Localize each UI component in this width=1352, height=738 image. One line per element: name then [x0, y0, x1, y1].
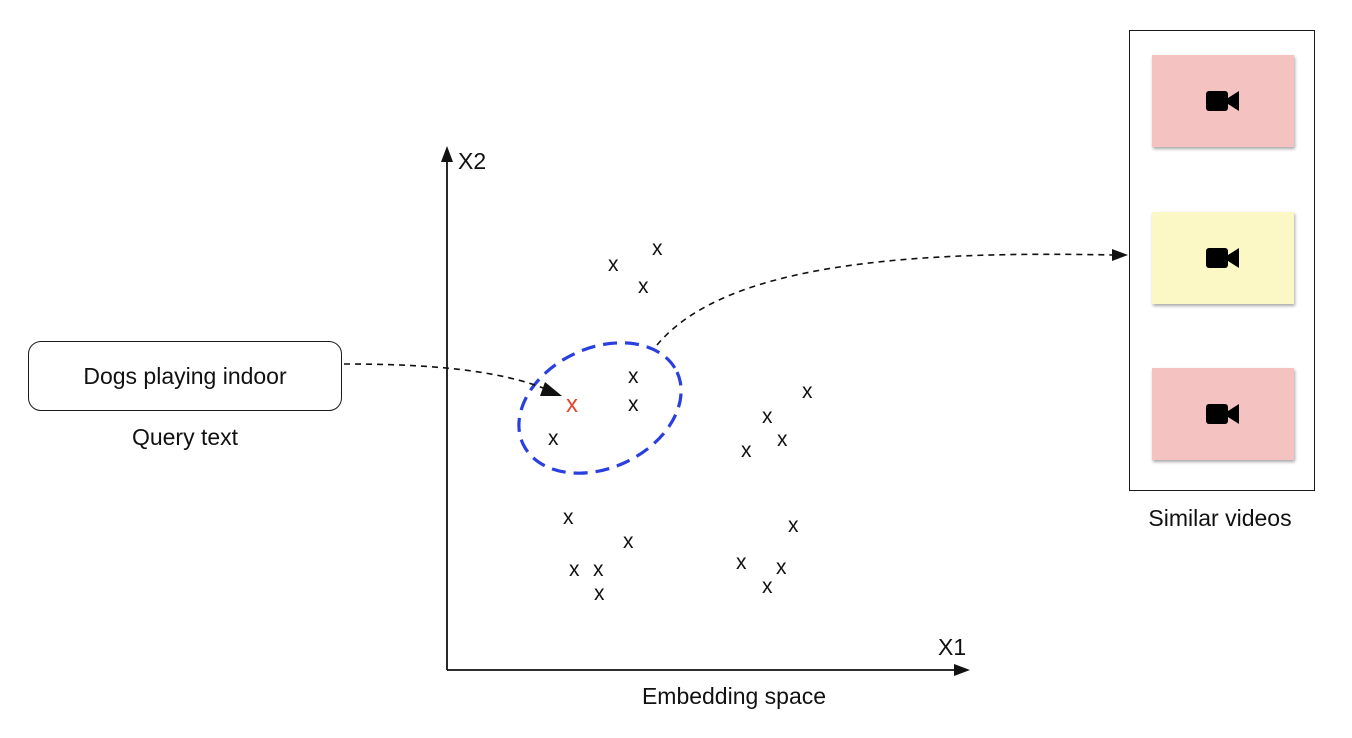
- embedding-point: x: [628, 393, 639, 416]
- embedding-point: x: [762, 405, 773, 428]
- embedding-point: x: [802, 380, 813, 403]
- embedding-point: x: [652, 237, 663, 260]
- neighborhood-to-videos-arrow: [656, 253, 1113, 346]
- embedding-point: x: [628, 365, 639, 388]
- embedding-point: x: [788, 514, 799, 537]
- y-axis-label: X2: [458, 148, 487, 174]
- video-camera-icon: [1206, 248, 1239, 268]
- embedding-point: x: [548, 427, 559, 450]
- video-result-card[interactable]: [1152, 55, 1294, 147]
- query-text: Dogs playing indoor: [83, 362, 287, 389]
- query-point: x: [566, 391, 578, 418]
- embedding-point: x: [736, 551, 747, 574]
- embedding-point: x: [593, 558, 604, 581]
- embedding-point: x: [776, 556, 787, 579]
- embedding-point: x: [741, 439, 752, 462]
- embedding-point: x: [762, 575, 773, 598]
- query-neighborhood: [517, 341, 683, 475]
- x-axis-arrowhead: [954, 664, 970, 676]
- embedding-points: x x x x x x x x x x x x x x x x x x x x: [548, 237, 813, 605]
- video-camera-icon: [1206, 404, 1239, 424]
- neighborhood-to-videos-arrowhead: [1112, 249, 1128, 261]
- embedding-point: x: [638, 275, 649, 298]
- embedding-point: x: [623, 530, 634, 553]
- similar-videos-caption: Similar videos: [1148, 505, 1292, 531]
- embedding-point: x: [777, 428, 788, 451]
- query-to-embedding-arrowhead: [540, 382, 562, 396]
- embedding-space-caption: Embedding space: [641, 683, 827, 709]
- embedding-point: x: [608, 253, 619, 276]
- x-axis-label: X1: [938, 634, 967, 660]
- similar-videos-panel: [1129, 30, 1315, 491]
- embedding-point: x: [569, 558, 580, 581]
- query-to-embedding-arrow: [343, 363, 549, 391]
- embedding-point: x: [563, 506, 574, 529]
- query-text-box: Dogs playing indoor: [28, 341, 342, 411]
- y-axis-arrowhead: [441, 146, 453, 162]
- video-camera-icon: [1206, 91, 1239, 111]
- video-result-card[interactable]: [1152, 368, 1294, 460]
- video-result-card[interactable]: [1152, 212, 1294, 304]
- query-caption: Query text: [131, 424, 239, 450]
- embedding-point: x: [594, 582, 605, 605]
